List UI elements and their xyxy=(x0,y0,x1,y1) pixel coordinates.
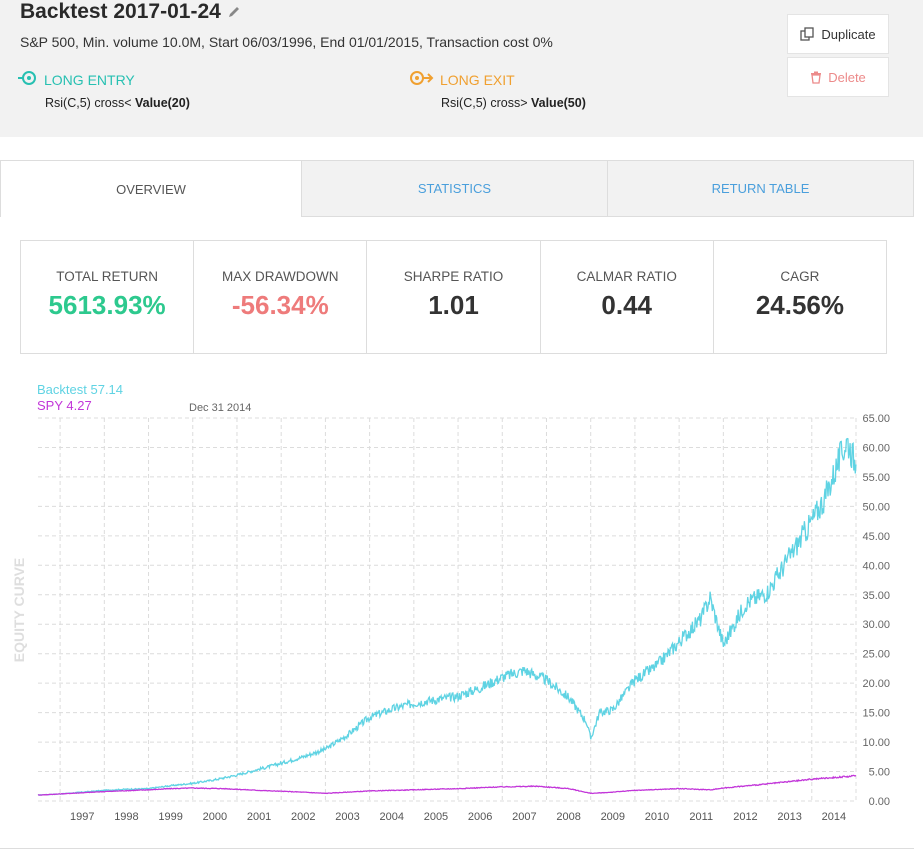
stat-label: MAX DRAWDOWN xyxy=(222,269,339,284)
stat-value: 24.56% xyxy=(755,290,844,320)
stat-label: CAGR xyxy=(780,269,820,284)
chart-grid xyxy=(38,417,857,802)
entry-indicator: Rsi(C,5) xyxy=(45,96,91,110)
y-tick-label: 60.00 xyxy=(862,442,890,454)
stat-value: 0.44 xyxy=(601,290,653,320)
x-tick-label: 2003 xyxy=(335,811,359,823)
chart-series xyxy=(37,437,857,797)
delete-label: Delete xyxy=(828,69,866,85)
stat-sharpe-ratio: SHARPE RATIO 1.01 xyxy=(367,241,541,353)
stats-panel: TOTAL RETURN 5613.93% MAX DRAWDOWN -56.3… xyxy=(20,240,887,354)
y-tick-label: 45.00 xyxy=(862,531,890,543)
stat-calmar-ratio: CALMAR RATIO 0.44 xyxy=(541,241,714,353)
entry-operator: cross< xyxy=(94,96,132,110)
x-tick-label: 2007 xyxy=(512,811,536,823)
x-tick-label: 2004 xyxy=(379,811,403,823)
backtest-header: Backtest 2017-01-24 S&P 500, Min. volume… xyxy=(0,0,923,137)
y-tick-label: 30.00 xyxy=(862,619,890,631)
duplicate-label: Duplicate xyxy=(821,26,876,42)
pencil-icon[interactable] xyxy=(227,5,241,19)
long-entry-condition: Rsi(C,5) cross< Value(20) xyxy=(45,96,190,110)
y-tick-label: 55.00 xyxy=(862,472,890,484)
long-exit-header: LONG EXIT xyxy=(410,70,515,89)
legend-spy: SPY 4.27 xyxy=(37,398,92,413)
hover-date: Dec 31 2014 xyxy=(189,402,251,414)
exit-indicator: Rsi(C,5) xyxy=(441,96,487,110)
exit-target: Value(50) xyxy=(530,96,586,110)
x-tick-label: 2012 xyxy=(733,811,757,823)
long-entry-label: LONG ENTRY xyxy=(44,71,135,88)
duplicate-icon xyxy=(800,26,815,41)
tab-bar: OVERVIEW STATISTICS RETURN TABLE xyxy=(0,160,914,217)
long-exit-condition: Rsi(C,5) cross> Value(50) xyxy=(441,96,586,110)
x-tick-label: 2002 xyxy=(291,811,315,823)
delete-button[interactable]: Delete xyxy=(787,57,889,97)
tab-overview[interactable]: OVERVIEW xyxy=(0,161,302,217)
duplicate-button[interactable]: Duplicate xyxy=(787,14,889,54)
y-tick-label: 40.00 xyxy=(862,560,890,572)
x-tick-label: 1997 xyxy=(70,811,94,823)
stat-value: 1.01 xyxy=(428,290,479,320)
y-tick-label: 20.00 xyxy=(862,678,890,690)
long-entry-header: LONG ENTRY xyxy=(18,70,135,89)
x-tick-label: 2009 xyxy=(601,811,625,823)
backtest-series-line xyxy=(37,437,857,797)
x-tick-label: 2005 xyxy=(424,811,448,823)
x-tick-label: 1998 xyxy=(114,811,138,823)
y-tick-label: 65.00 xyxy=(862,413,890,425)
x-tick-label: 2013 xyxy=(777,811,801,823)
equity-curve-chart[interactable]: EQUITY CURVE 0.00 5.00 10.00 15.00 20.00 25.0… xyxy=(0,370,914,840)
x-tick-label: 2014 xyxy=(822,811,846,823)
entry-target: Value(20) xyxy=(134,96,190,110)
backtest-subtitle: S&P 500, Min. volume 10.0M, Start 06/03/… xyxy=(20,34,553,50)
tab-return-table[interactable]: RETURN TABLE xyxy=(608,161,914,217)
exit-operator: cross> xyxy=(490,96,528,110)
entry-icon xyxy=(18,70,38,89)
y-tick-label: 0.00 xyxy=(869,796,890,808)
bottom-divider xyxy=(0,848,914,849)
y-tick-label: 10.00 xyxy=(862,737,890,749)
x-tick-label: 2011 xyxy=(689,811,713,823)
stat-cagr: CAGR 24.56% xyxy=(714,241,886,353)
title-row: Backtest 2017-01-24 xyxy=(20,0,241,24)
x-tick-label: 2008 xyxy=(556,811,580,823)
x-axis-ticks: 1997 1998 1999 2000 2001 2002 2003 2004 2005 2006… xyxy=(70,811,846,823)
stat-max-drawdown: MAX DRAWDOWN -56.34% xyxy=(194,241,368,353)
page-title: Backtest 2017-01-24 xyxy=(20,0,221,23)
stat-value: 5613.93% xyxy=(48,290,166,320)
y-tick-label: 25.00 xyxy=(862,649,890,661)
stat-label: TOTAL RETURN xyxy=(56,269,158,284)
x-tick-label: 2001 xyxy=(247,811,271,823)
x-tick-label: 2010 xyxy=(645,811,669,823)
spy-series-line xyxy=(37,774,856,796)
x-tick-label: 2000 xyxy=(203,811,227,823)
x-tick-label: 1999 xyxy=(158,811,182,823)
x-tick-label: 2006 xyxy=(468,811,492,823)
y-tick-label: 5.00 xyxy=(869,767,890,779)
tab-statistics[interactable]: STATISTICS xyxy=(302,161,608,217)
stat-label: CALMAR RATIO xyxy=(576,269,677,284)
exit-icon xyxy=(410,70,434,89)
stat-total-return: TOTAL RETURN 5613.93% xyxy=(21,241,195,353)
long-exit-label: LONG EXIT xyxy=(440,71,515,88)
y-axis-title: EQUITY CURVE xyxy=(11,558,27,663)
stat-value: -56.34% xyxy=(231,290,329,320)
legend-backtest: Backtest 57.14 xyxy=(37,382,123,397)
y-axis-ticks: 0.00 5.00 10.00 15.00 20.00 25.00 30.00 35.00 40… xyxy=(862,413,890,808)
y-tick-label: 35.00 xyxy=(862,590,890,602)
stat-label: SHARPE RATIO xyxy=(403,269,504,284)
y-tick-label: 50.00 xyxy=(862,501,890,513)
trash-icon xyxy=(811,71,822,84)
y-tick-label: 15.00 xyxy=(862,708,890,720)
